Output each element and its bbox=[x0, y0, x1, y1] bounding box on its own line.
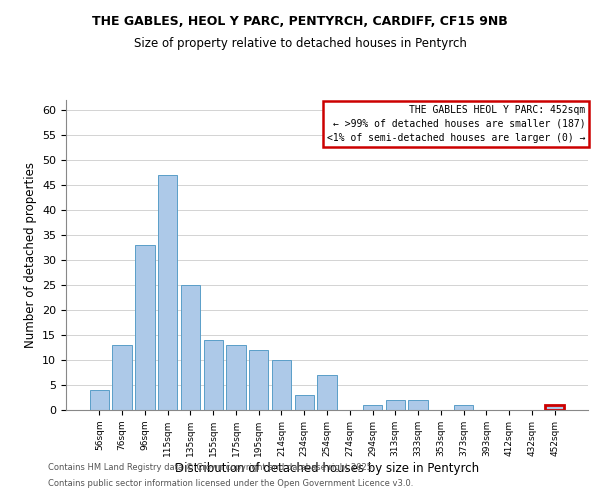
Text: THE GABLES, HEOL Y PARC, PENTYRCH, CARDIFF, CF15 9NB: THE GABLES, HEOL Y PARC, PENTYRCH, CARDI… bbox=[92, 15, 508, 28]
Bar bbox=[454, 405, 473, 410]
Y-axis label: Number of detached properties: Number of detached properties bbox=[23, 162, 37, 348]
Bar bbox=[181, 285, 200, 410]
Bar bbox=[386, 400, 405, 410]
Bar bbox=[90, 390, 109, 410]
Bar bbox=[158, 175, 178, 410]
Bar bbox=[135, 245, 155, 410]
Text: THE GABLES HEOL Y PARC: 452sqm
← >99% of detached houses are smaller (187)
<1% o: THE GABLES HEOL Y PARC: 452sqm ← >99% of… bbox=[327, 104, 586, 142]
Bar bbox=[272, 360, 291, 410]
Text: Size of property relative to detached houses in Pentyrch: Size of property relative to detached ho… bbox=[134, 38, 466, 51]
Bar bbox=[363, 405, 382, 410]
Bar bbox=[317, 375, 337, 410]
Bar bbox=[545, 405, 564, 410]
Text: Contains public sector information licensed under the Open Government Licence v3: Contains public sector information licen… bbox=[48, 478, 413, 488]
X-axis label: Distribution of detached houses by size in Pentyrch: Distribution of detached houses by size … bbox=[175, 462, 479, 474]
Text: Contains HM Land Registry data © Crown copyright and database right 2025.: Contains HM Land Registry data © Crown c… bbox=[48, 464, 374, 472]
Bar bbox=[203, 340, 223, 410]
Bar bbox=[112, 345, 132, 410]
Bar bbox=[295, 395, 314, 410]
Bar bbox=[249, 350, 268, 410]
Bar bbox=[409, 400, 428, 410]
Bar bbox=[226, 345, 245, 410]
